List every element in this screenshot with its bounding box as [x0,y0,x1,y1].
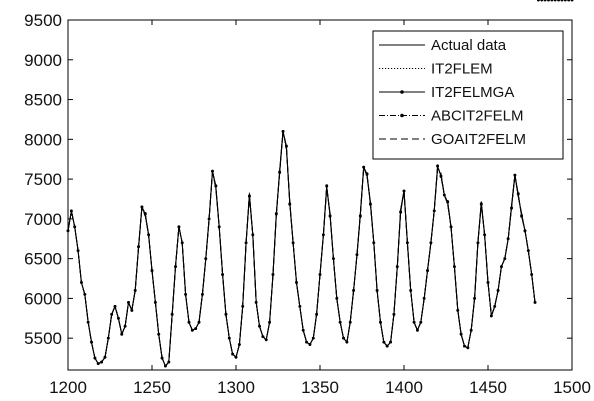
series-point [537,0,540,2]
series-point [449,225,453,229]
series-point [69,209,73,213]
series-point [170,312,174,316]
x-tick-label: 1450 [469,378,507,397]
series-point [533,300,537,304]
legend-box [372,30,564,160]
legend-label: GOAIT2FELM [431,131,526,148]
series-point [271,273,275,276]
series-point [352,289,355,292]
series-point [133,289,137,292]
series-point [550,0,554,2]
y-tick-label: 5500 [24,329,62,348]
series-point [194,327,198,331]
series-point [117,316,120,320]
series-point [318,273,322,276]
series-point [335,297,339,300]
y-tick-label: 7000 [24,210,62,229]
series-point [264,338,268,342]
y-tick-label: 8500 [24,91,62,110]
series-point [553,0,557,2]
series-point [291,241,295,245]
series-point [513,173,517,177]
y-tick-label: 9500 [24,11,62,30]
series-point [177,225,181,229]
series-point [130,308,134,312]
x-tick-label: 1400 [385,378,423,397]
series-point [540,0,544,2]
legend-label: IT2FLEM [431,61,493,78]
series-point [90,340,93,344]
series-point [526,249,530,253]
series-point [557,0,560,2]
series-point [281,129,285,133]
series-point [244,241,248,245]
legend: Actual data IT2FLEM IT2FELMGA ABCIT2FELM GOA… [372,30,564,160]
series-point [570,0,574,2]
series-point [221,273,224,276]
x-tick-label: 1250 [133,378,171,397]
series-point [137,245,140,249]
y-axis: 5500 6000 6500 7000 7500 8000 8500 9000 9500 [24,11,572,348]
series-point [429,241,433,245]
series-point [123,324,127,328]
series-point [298,304,302,308]
x-tick-label: 1300 [217,378,255,397]
series-point [412,320,416,324]
series-point [520,214,523,218]
series-point [459,332,463,336]
series-line-5 [67,130,536,367]
legend-label: IT2FELMGA [431,84,514,101]
series-point [436,164,439,168]
series-point [395,265,399,268]
series-point [348,320,352,324]
series-point [402,189,406,193]
y-tick-label: 6500 [24,250,62,269]
x-tick-label: 1350 [301,378,339,397]
y-tick-label: 9000 [24,51,62,70]
legend-marker [400,113,404,118]
series-point [547,0,550,2]
series-point [325,184,329,188]
series-point [476,241,480,245]
series-point [469,328,473,332]
series-point [486,281,490,284]
x-axis: 1200 1250 1300 1350 1400 1450 1500 [49,20,591,397]
series-point [567,0,571,2]
series-point [207,217,211,221]
y-tick-label: 7500 [24,170,62,189]
series-point [560,0,564,2]
y-tick-label: 6000 [24,289,62,308]
series-point [563,0,567,2]
y-tick-label: 8000 [24,130,62,149]
series-point [543,0,547,2]
series-point [473,297,476,300]
x-tick-label: 1500 [553,378,591,397]
series-point [201,293,204,296]
series-point [510,206,513,210]
series-point [110,312,114,316]
legend-marker [400,90,404,94]
series-point [399,210,403,214]
series-point [409,289,413,292]
series-point [493,304,497,308]
legend-label: Actual data [431,37,507,54]
x-tick-label: 1200 [49,378,87,397]
series-layer [66,0,574,368]
series-point [372,241,376,245]
legend-label: ABCIT2FELM [431,108,524,125]
series-point [103,355,107,359]
